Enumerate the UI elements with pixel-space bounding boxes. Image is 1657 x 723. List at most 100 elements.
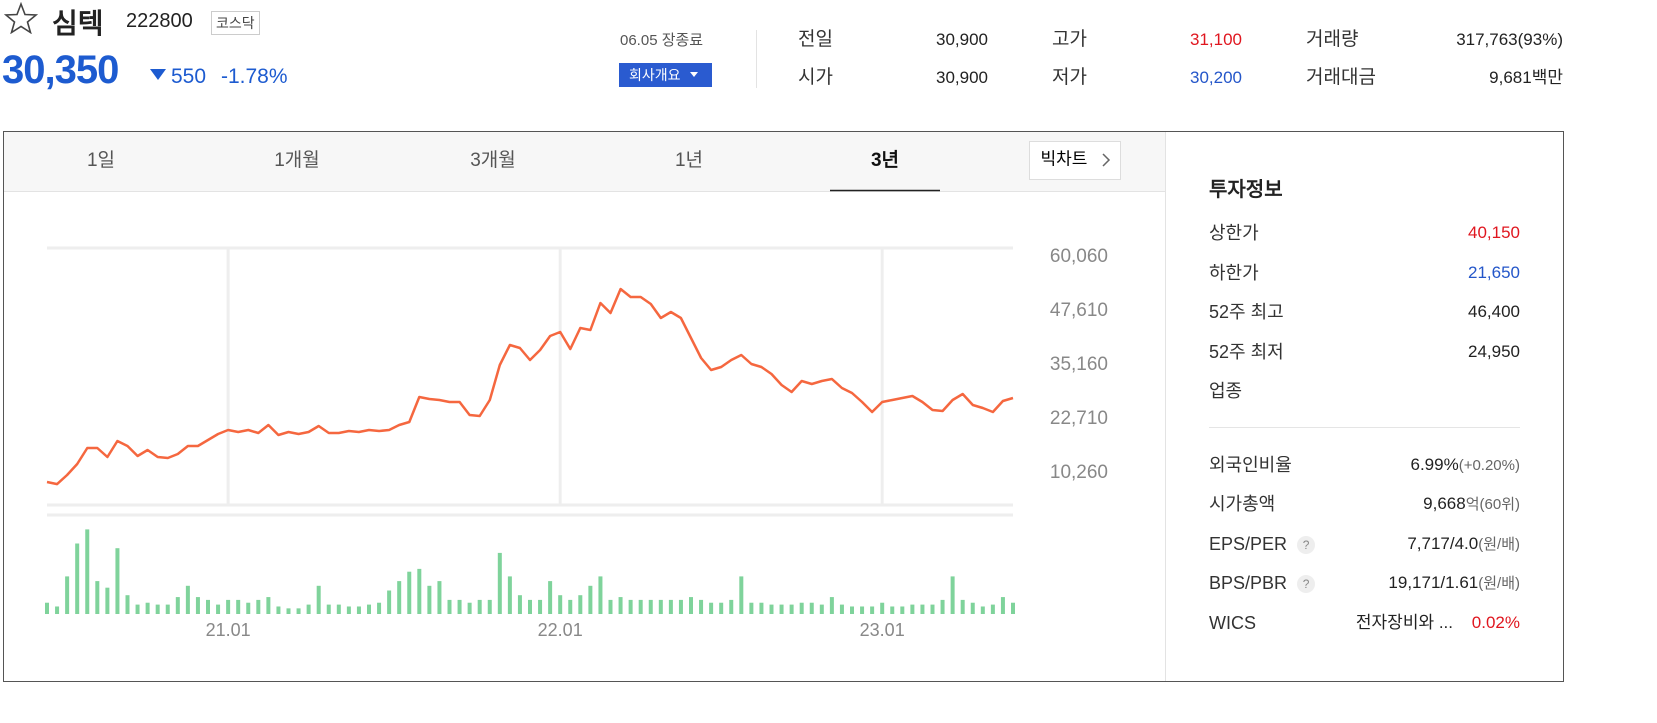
volume-bar: [367, 604, 371, 614]
volume-bar: [860, 606, 865, 614]
help-icon[interactable]: ?: [1297, 536, 1316, 554]
volume-bar: [900, 606, 905, 614]
volume-bar: [437, 581, 442, 614]
volume-bar: [155, 604, 160, 614]
company-button[interactable]: 회사개요: [619, 63, 712, 87]
info-label: 하한가: [1209, 263, 1259, 283]
info-number: 9,668: [1423, 494, 1466, 513]
volume-bar: [709, 602, 714, 614]
company-button-label[interactable]: 회사개요: [629, 67, 681, 83]
quote-label: 거래량: [1306, 29, 1359, 50]
volume-bar: [739, 576, 744, 614]
quote-value: 30,200: [1190, 66, 1242, 90]
volume-bar: [65, 576, 70, 614]
volume-bar: [517, 595, 522, 614]
info-unit: 억(60위): [1465, 496, 1520, 513]
volume-bar: [890, 606, 895, 614]
tab[interactable]: 3개월: [470, 149, 516, 171]
volume-bar: [789, 604, 794, 614]
volume-bar: [829, 597, 834, 614]
volume-bar: [608, 599, 613, 614]
big-chart-button[interactable]: [1029, 141, 1121, 180]
volume-bar: [1000, 597, 1005, 614]
info-label: EPS/PER?: [1209, 532, 1316, 556]
volume-bar: [618, 597, 623, 614]
volume-bar: [507, 576, 512, 614]
quote-label: 저가: [1052, 67, 1087, 88]
info-label: 업종: [1209, 381, 1243, 401]
volume-bar: [226, 599, 231, 614]
volume-bar: [356, 606, 361, 614]
tab[interactable]: 1개월: [274, 149, 320, 171]
volume-bar: [417, 568, 422, 614]
volume-bar: [457, 599, 462, 614]
quote-number: 31,100: [1190, 30, 1242, 49]
info-label: 52주 최저: [1209, 342, 1284, 362]
info-number: 19,171/1.61: [1388, 573, 1479, 592]
market-status: 06.05 장종료: [620, 32, 704, 49]
volume-bar: [185, 585, 190, 614]
volume-bar: [85, 529, 90, 614]
stock-name: 심텍: [52, 8, 104, 39]
quote-label: 거래대금: [1306, 67, 1376, 88]
volume-bar: [960, 599, 965, 614]
volume-bar: [920, 604, 925, 614]
volume-bar: [336, 604, 341, 614]
volume-bar: [749, 602, 754, 614]
price-line: [46, 287, 1014, 486]
volume-bar: [699, 599, 704, 614]
info-number: 40,150: [1468, 223, 1520, 242]
info-change: 0.02%: [1471, 613, 1520, 632]
volume-bar: [487, 599, 492, 614]
help-icon[interactable]: ?: [1297, 575, 1316, 593]
volume-bar: [970, 602, 975, 614]
info-label: 52주 최고: [1209, 302, 1284, 322]
tab[interactable]: 1년: [675, 149, 703, 171]
quote-number: 30,900: [936, 68, 988, 87]
quote-value: 30,900: [936, 66, 988, 90]
volume-bar: [387, 590, 392, 614]
volume-bar: [115, 548, 120, 614]
favorite-star[interactable]: [4, 2, 38, 34]
info-unit: (+0.20%): [1458, 457, 1520, 474]
volume-bar: [658, 599, 663, 614]
quote-value: 30,900: [936, 28, 988, 52]
volume-bar: [980, 606, 985, 614]
volume-bar: [175, 597, 180, 614]
volume-bar: [105, 587, 110, 614]
info-label: 시가총액: [1209, 494, 1276, 514]
info-unit: (원/배): [1478, 536, 1520, 553]
info-label: 외국인비율: [1209, 455, 1292, 475]
volume-bar: [306, 604, 311, 614]
volume-bar: [538, 599, 543, 614]
volume-bar: [910, 604, 915, 614]
tab[interactable]: 3년: [871, 149, 899, 171]
chart-box: [3, 131, 1564, 682]
y-tick-label: 10,260: [1050, 462, 1108, 483]
volume-bar: [296, 608, 301, 614]
volume-bar: [678, 599, 683, 614]
info-value: 19,171/1.61(원/배): [1388, 571, 1520, 596]
volume-bar: [668, 599, 673, 614]
volume-bar: [598, 576, 603, 614]
volume-bar: [75, 543, 80, 614]
volume-bar: [447, 599, 452, 614]
quote-value: 317,763(93%): [1456, 28, 1563, 52]
info-label: WICS: [1209, 613, 1256, 633]
volume-bar: [195, 597, 200, 614]
volume-bar: [819, 604, 824, 614]
volume-bar: [578, 595, 583, 614]
y-tick-label: 47,610: [1050, 300, 1108, 321]
info-number: 6.99%: [1410, 455, 1459, 474]
info-number: 24,950: [1468, 342, 1520, 361]
big-chart-label[interactable]: 빅차트: [1041, 149, 1088, 168]
tab[interactable]: 1일: [87, 149, 115, 171]
volume-bar: [880, 602, 885, 614]
info-label: 상한가: [1209, 223, 1259, 243]
volume-bar: [759, 602, 764, 614]
volume-bar: [719, 602, 724, 614]
volume-bar: [628, 599, 633, 614]
volume-bar: [497, 552, 502, 614]
